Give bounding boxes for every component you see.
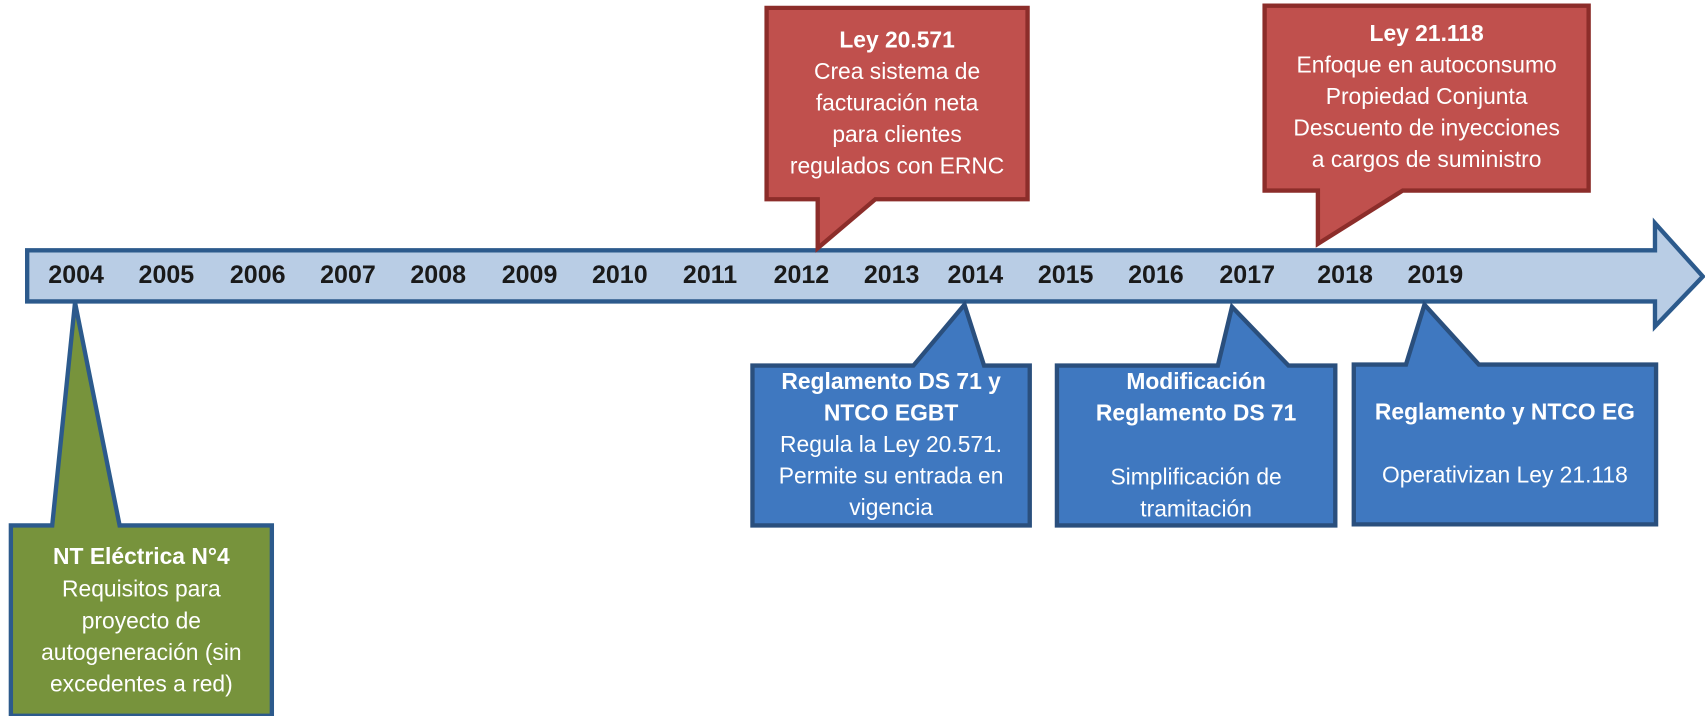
year-label: 2007 xyxy=(320,261,376,289)
year-label: 2017 xyxy=(1219,261,1275,289)
year-label: 2009 xyxy=(502,261,558,289)
callout xyxy=(1054,302,1338,528)
callout-text: a cargos de suministro xyxy=(1312,146,1542,172)
year-label: 2005 xyxy=(139,261,195,289)
callout-title: Reglamento DS 71 xyxy=(1096,400,1297,426)
callout-text: para clientes xyxy=(832,121,961,147)
callout xyxy=(764,5,1030,253)
year-label: 2013 xyxy=(864,261,920,289)
callout-title: Ley 20.571 xyxy=(839,27,955,53)
year-label: 2011 xyxy=(683,261,737,289)
year-label: 2008 xyxy=(410,261,466,289)
year-label: 2010 xyxy=(592,261,648,289)
callout xyxy=(1351,300,1659,527)
callout-text: vigencia xyxy=(849,494,933,520)
callout-text: Crea sistema de xyxy=(814,58,980,84)
callout-title: Ley 21.118 xyxy=(1370,20,1484,46)
year-label: 2004 xyxy=(48,261,104,289)
year-label: 2015 xyxy=(1038,261,1094,289)
year-label: 2012 xyxy=(774,261,830,289)
callout-title: Reglamento DS 71 y xyxy=(781,368,1001,394)
callout-text: Propiedad Conjunta xyxy=(1326,83,1528,109)
year-label: 2006 xyxy=(230,261,286,289)
timeline-arrow xyxy=(25,217,1705,332)
callout-text: Requisitos para xyxy=(62,576,221,602)
callout-title: Modificación xyxy=(1126,368,1266,394)
callout-text: Enfoque en autoconsumo xyxy=(1297,52,1557,78)
callout-text: excedentes a red) xyxy=(50,670,233,696)
callout xyxy=(750,300,1032,528)
callout-text: facturación neta xyxy=(816,90,979,116)
year-label: 2014 xyxy=(948,261,1004,289)
callout-title: NT Eléctrica N°4 xyxy=(53,543,230,569)
callout xyxy=(1262,3,1591,248)
callout-text: Permite su entrada en xyxy=(779,463,1004,489)
year-label: 2016 xyxy=(1128,261,1184,289)
callout-text: Operativizan Ley 21.118 xyxy=(1382,462,1628,488)
callout-text: Regula la Ley 20.571. xyxy=(780,431,1002,457)
callout-title: Reglamento y NTCO EG xyxy=(1375,398,1635,424)
callout-text: regulados con ERNC xyxy=(790,153,1004,179)
callout-title: NTCO EGBT xyxy=(824,400,958,426)
callout-text: proyecto de xyxy=(82,607,201,633)
year-label: 2018 xyxy=(1317,261,1373,289)
callout-text: Descuento de inyecciones xyxy=(1293,115,1559,141)
callout-text: Simplificación de xyxy=(1110,464,1281,490)
year-label: 2019 xyxy=(1408,261,1464,289)
callout-text: autogeneración (sin xyxy=(41,639,242,665)
callout-text: tramitación xyxy=(1140,495,1252,521)
